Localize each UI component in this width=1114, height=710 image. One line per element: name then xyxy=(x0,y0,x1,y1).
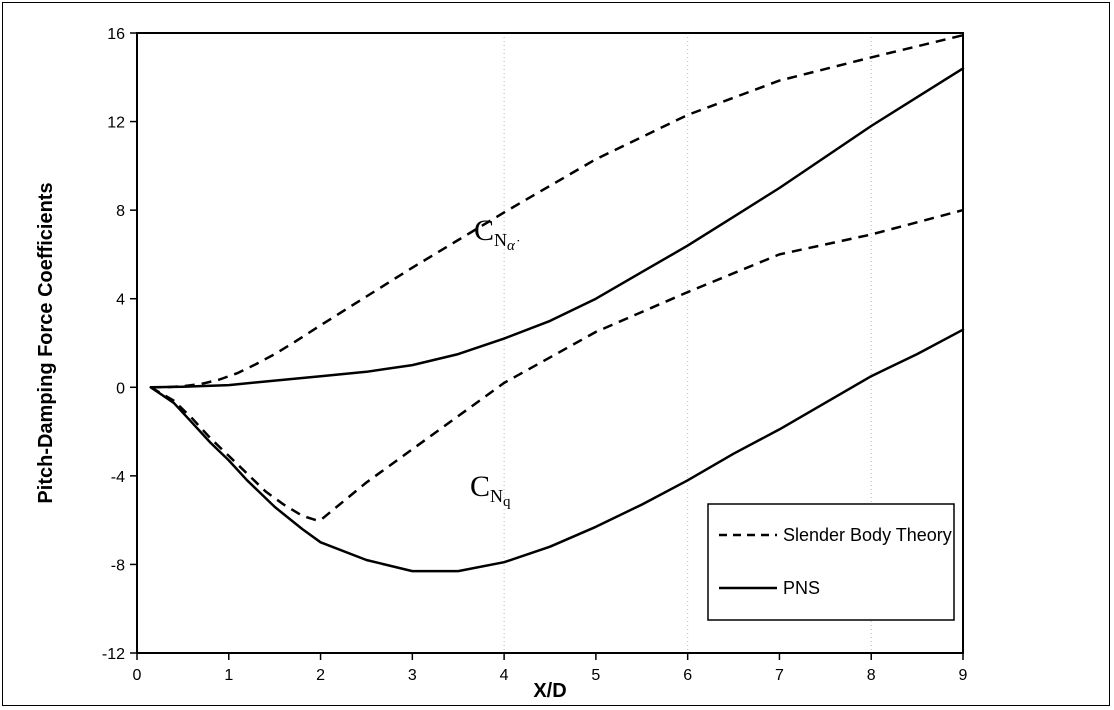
series-line-1 xyxy=(149,67,965,389)
series-line-0 xyxy=(150,33,964,389)
annotation-cn-q-sub: N xyxy=(490,486,503,506)
x-tick-label: 5 xyxy=(591,667,600,684)
y-axis-title: Pitch-Damping Force Coefficients xyxy=(35,182,57,503)
y-tick-label: -8 xyxy=(111,557,125,574)
legend-box xyxy=(707,503,955,621)
x-tick-label: 1 xyxy=(224,667,233,684)
annotation-cn-alphadot-base: C xyxy=(474,214,494,247)
y-tick-label: -12 xyxy=(102,646,125,663)
y-tick-label: 16 xyxy=(107,26,125,43)
x-tick-label: 2 xyxy=(316,667,325,684)
y-tick-label: -4 xyxy=(111,469,125,486)
x-tick-label: 7 xyxy=(775,667,784,684)
y-tick-label: 8 xyxy=(116,203,125,220)
annotation-cn-alphadot-sub: N xyxy=(494,230,507,250)
series-lines xyxy=(149,33,965,573)
x-tick-label: 0 xyxy=(133,667,142,684)
svg-text:CNα̇: CNα̇ xyxy=(474,214,520,254)
annotation-cn-alphadot: CNα̇ xyxy=(474,214,520,254)
legend-label-pns: PNS xyxy=(783,578,820,598)
plot-area xyxy=(136,32,964,654)
legend-label-slender-body-theory: Slender Body Theory xyxy=(783,525,952,545)
legend: Slender Body Theory PNS xyxy=(707,503,955,621)
series-line-3 xyxy=(149,328,965,573)
x-axis-title: X/D xyxy=(533,680,566,702)
series-line-2 xyxy=(150,208,964,522)
annotation-cn-q-subsub: q xyxy=(503,494,511,510)
x-tick-label: 3 xyxy=(408,667,417,684)
annotation-cn-q-base: C xyxy=(470,470,490,503)
y-tick-label: 12 xyxy=(107,115,125,132)
x-tick-label: 6 xyxy=(683,667,692,684)
x-tick-label: 4 xyxy=(500,667,509,684)
annotation-cn-alphadot-subsub: α̇ xyxy=(507,238,520,254)
svg-text:CNq: CNq xyxy=(470,470,511,510)
y-tick-label: 4 xyxy=(116,292,125,309)
x-tick-label: 8 xyxy=(867,667,876,684)
y-tick-label: 0 xyxy=(116,380,125,397)
x-tick-label: 9 xyxy=(959,667,968,684)
annotation-cn-q: CNq xyxy=(470,470,511,510)
